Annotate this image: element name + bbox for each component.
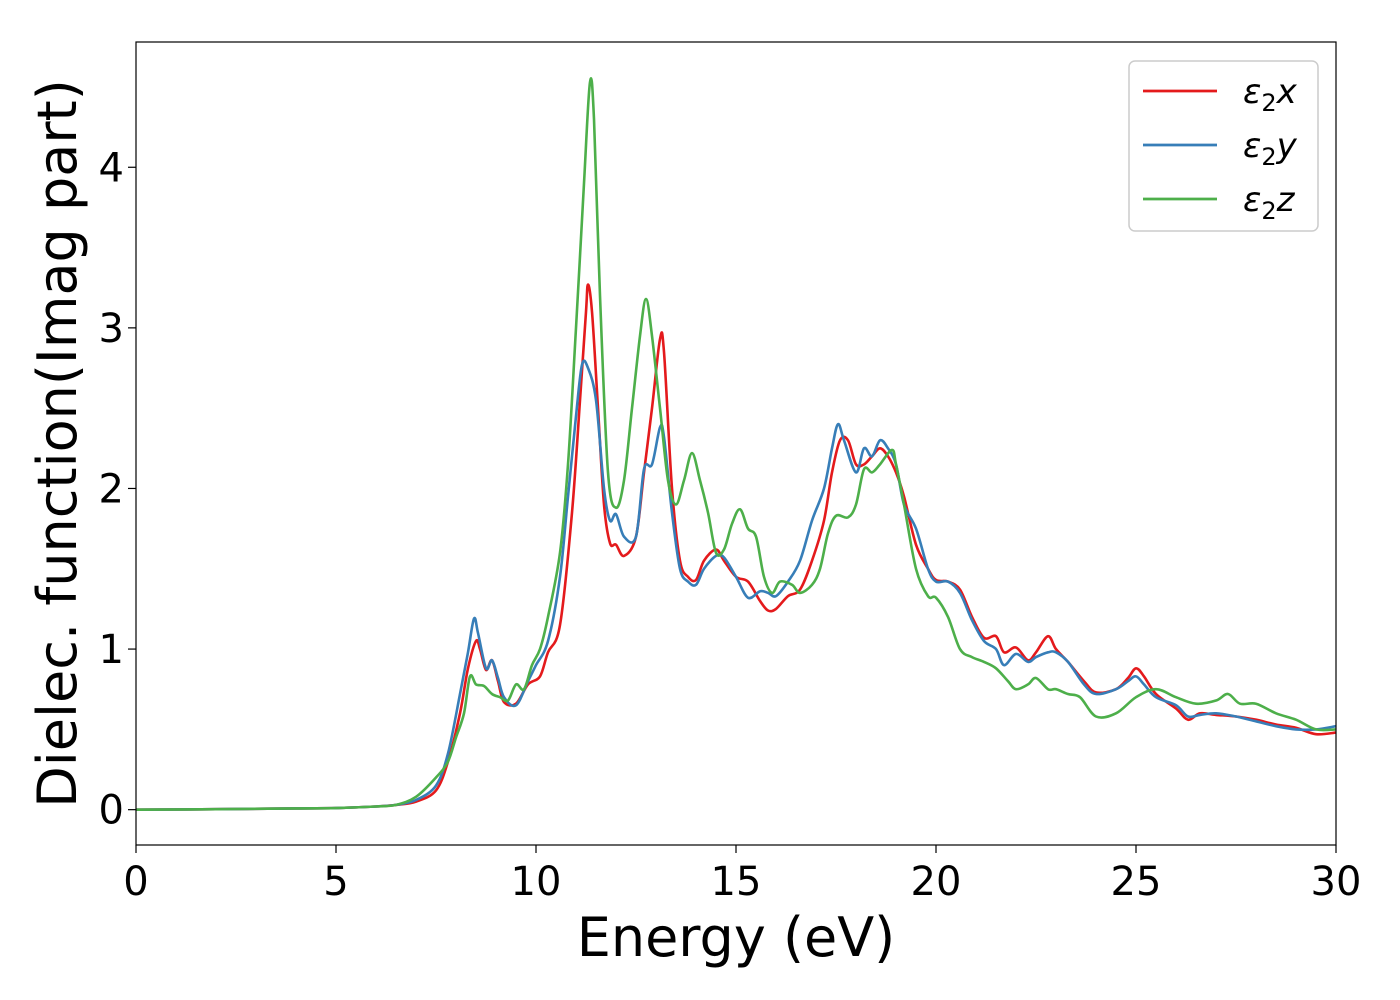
x-tick-label: 30 xyxy=(1311,859,1362,905)
legend-label-y: ε2y xyxy=(1243,126,1298,171)
legend-label-var: x xyxy=(1276,72,1298,112)
legend-label-base: ε xyxy=(1243,180,1261,220)
legend-label-var: y xyxy=(1276,126,1298,166)
x-tick-label: 15 xyxy=(711,859,762,905)
legend-label-var: z xyxy=(1276,180,1296,220)
legend-box xyxy=(1128,60,1319,232)
y-tick-label: 3 xyxy=(99,306,124,352)
x-tick-label: 10 xyxy=(511,859,562,905)
y-tick-label: 4 xyxy=(99,145,124,191)
x-tick-label: 5 xyxy=(323,859,348,905)
legend-label-x: ε2x xyxy=(1243,72,1298,117)
y-tick-label: 1 xyxy=(99,627,124,673)
y-tick-label: 2 xyxy=(99,466,124,512)
x-axis-label: Energy (eV) xyxy=(577,906,896,969)
x-tick-label: 0 xyxy=(123,859,148,905)
legend-label-z: ε2z xyxy=(1243,180,1296,225)
x-tick-label: 20 xyxy=(911,859,962,905)
legend-label-sub: 2 xyxy=(1261,197,1276,225)
y-axis: 0 1 2 3 4 xyxy=(99,145,136,834)
legend-label-base: ε xyxy=(1243,72,1261,112)
legend-label-base: ε xyxy=(1243,126,1261,166)
series-line-y xyxy=(136,359,1336,811)
x-tick-label: 25 xyxy=(1111,859,1162,905)
y-tick-label: 0 xyxy=(99,788,124,834)
series-layer xyxy=(136,77,1336,811)
y-axis-label: Dielec. function(Imag part) xyxy=(26,79,89,808)
x-axis: 0 5 10 15 20 25 30 xyxy=(123,845,1361,905)
legend-label-sub: 2 xyxy=(1261,143,1276,171)
legend-label-sub: 2 xyxy=(1261,89,1276,117)
series-line-z xyxy=(136,77,1336,811)
